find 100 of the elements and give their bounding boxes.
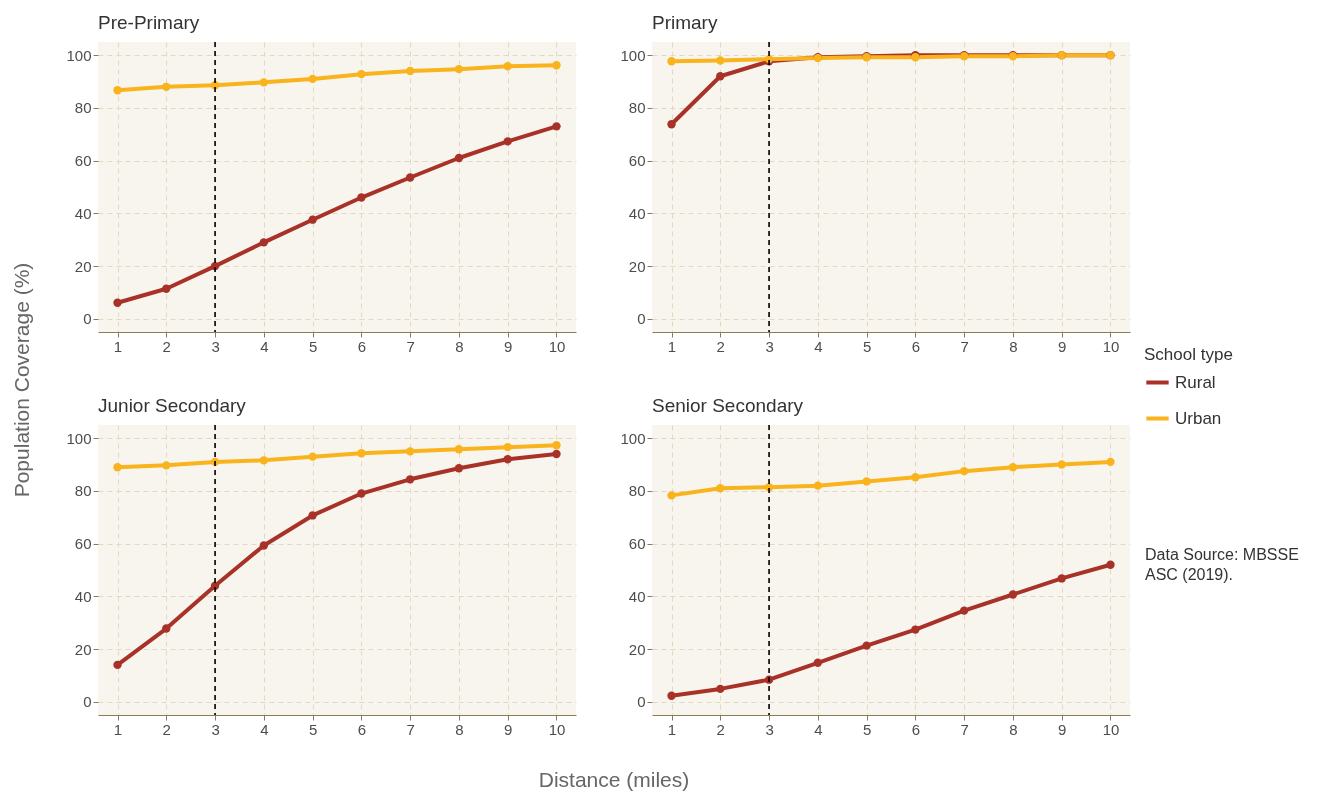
- x-tick-label: 4: [814, 720, 823, 738]
- x-tick-label: 7: [960, 337, 969, 355]
- point: [308, 511, 317, 520]
- point: [552, 449, 561, 459]
- y-tick-label: 60: [74, 535, 92, 553]
- x-tick-label: 6: [911, 720, 921, 738]
- x-tick-label: 1: [667, 720, 677, 738]
- point: [357, 449, 366, 458]
- point: [405, 447, 415, 456]
- point: [667, 120, 676, 129]
- y-tick-label: 100: [620, 46, 646, 64]
- chart-title: Junior Secondary: [98, 395, 247, 417]
- x-tick-label: 2: [716, 720, 725, 738]
- point: [308, 215, 317, 224]
- x-tick-label: 6: [911, 337, 921, 355]
- y-axis-title: Population Coverage (%): [10, 262, 34, 498]
- x-tick-label: 3: [765, 337, 774, 355]
- point: [959, 606, 969, 615]
- point: [259, 541, 269, 550]
- point: [405, 475, 415, 484]
- point: [862, 641, 871, 650]
- point: [911, 473, 920, 482]
- y-tick-label: 60: [628, 152, 646, 170]
- point: [503, 62, 512, 71]
- chart-title: Pre-Primary: [98, 12, 200, 34]
- point: [113, 463, 122, 472]
- point: [259, 238, 269, 247]
- y-tick-label: 100: [66, 46, 92, 64]
- x-tick-label: 6: [357, 720, 367, 738]
- y-tick-label: 0: [637, 310, 646, 328]
- y-tick-label: 20: [74, 640, 92, 658]
- point: [813, 481, 823, 490]
- x-tick-label: 9: [1058, 337, 1067, 355]
- x-tick-label: 6: [357, 337, 367, 355]
- point: [162, 82, 171, 91]
- y-tick-label: 80: [628, 99, 646, 117]
- point: [503, 137, 512, 146]
- x-axis-title: Distance (miles): [538, 768, 690, 792]
- y-tick-label: 100: [66, 429, 92, 447]
- point: [1008, 590, 1018, 599]
- x-tick-label: 2: [716, 337, 725, 355]
- chart-title: Senior Secondary: [652, 395, 804, 417]
- point: [308, 74, 317, 84]
- x-tick-label: 10: [548, 720, 566, 738]
- x-tick-label: 2: [162, 720, 171, 738]
- point: [162, 284, 171, 293]
- x-tick-label: 1: [667, 337, 677, 355]
- point: [454, 64, 464, 74]
- y-tick-label: 80: [74, 482, 92, 500]
- point: [503, 455, 512, 464]
- legend-label: Rural: [1175, 372, 1216, 392]
- x-tick-label: 9: [504, 337, 513, 355]
- point: [552, 61, 561, 70]
- y-tick-label: 20: [74, 257, 92, 275]
- y-tick-label: 0: [83, 693, 92, 711]
- point: [113, 298, 122, 307]
- point: [716, 56, 725, 65]
- y-tick-label: 0: [637, 693, 646, 711]
- point: [862, 477, 871, 486]
- point: [667, 57, 676, 66]
- point: [454, 153, 464, 163]
- y-tick-label: 20: [628, 257, 646, 275]
- legend-title: School type: [1144, 345, 1233, 364]
- point: [552, 441, 561, 450]
- x-tick-label: 5: [308, 720, 318, 738]
- point: [667, 491, 676, 500]
- point: [1106, 560, 1115, 569]
- y-tick-label: 80: [74, 99, 92, 117]
- point: [552, 122, 561, 131]
- x-tick-label: 1: [113, 337, 123, 355]
- point: [357, 193, 366, 202]
- x-tick-label: 3: [765, 720, 774, 738]
- y-tick-label: 100: [620, 429, 646, 447]
- point: [959, 466, 969, 476]
- x-tick-label: 5: [862, 337, 872, 355]
- x-tick-label: 7: [406, 337, 415, 355]
- point: [405, 66, 415, 76]
- point: [357, 489, 366, 498]
- point: [1008, 463, 1018, 472]
- x-tick-label: 8: [455, 720, 464, 738]
- point: [259, 78, 269, 87]
- point: [813, 658, 823, 667]
- point: [454, 445, 464, 454]
- x-tick-label: 8: [1009, 337, 1018, 355]
- point: [113, 86, 122, 95]
- x-tick-label: 3: [211, 337, 220, 355]
- point: [716, 484, 725, 493]
- point: [503, 442, 512, 452]
- point: [716, 72, 725, 81]
- legend-label: Urban: [1175, 408, 1222, 428]
- x-tick-label: 4: [260, 720, 269, 738]
- x-tick-label: 1: [113, 720, 123, 738]
- x-tick-label: 9: [504, 720, 513, 738]
- y-tick-label: 40: [74, 587, 92, 605]
- x-tick-label: 10: [1102, 337, 1120, 355]
- x-tick-label: 8: [1009, 720, 1018, 738]
- point: [259, 456, 269, 465]
- y-tick-label: 40: [628, 587, 646, 605]
- point: [911, 625, 920, 634]
- y-tick-label: 0: [83, 310, 92, 328]
